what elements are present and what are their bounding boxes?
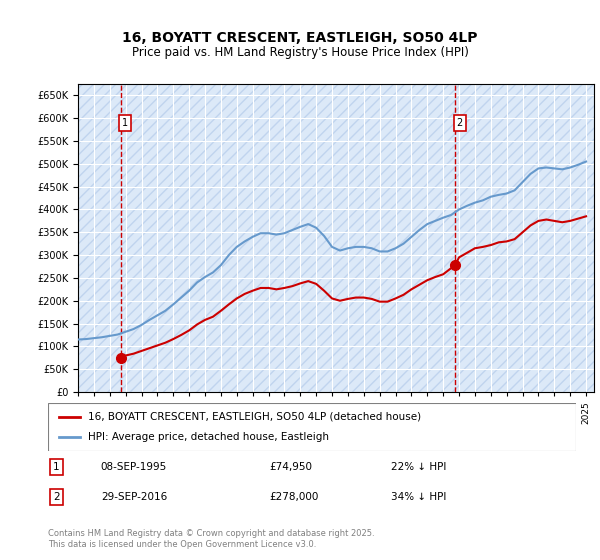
Text: 29-SEP-2016: 29-SEP-2016 [101, 492, 167, 502]
Text: 16, BOYATT CRESCENT, EASTLEIGH, SO50 4LP (detached house): 16, BOYATT CRESCENT, EASTLEIGH, SO50 4LP… [88, 412, 421, 422]
FancyBboxPatch shape [48, 403, 576, 451]
Text: 2: 2 [53, 492, 60, 502]
Text: 22% ↓ HPI: 22% ↓ HPI [391, 462, 446, 472]
Text: 08-SEP-1995: 08-SEP-1995 [101, 462, 167, 472]
Text: 16, BOYATT CRESCENT, EASTLEIGH, SO50 4LP: 16, BOYATT CRESCENT, EASTLEIGH, SO50 4LP [122, 31, 478, 45]
Text: 1: 1 [53, 462, 60, 472]
Text: £278,000: £278,000 [270, 492, 319, 502]
Text: 34% ↓ HPI: 34% ↓ HPI [391, 492, 446, 502]
Text: Contains HM Land Registry data © Crown copyright and database right 2025.
This d: Contains HM Land Registry data © Crown c… [48, 529, 374, 549]
Text: Price paid vs. HM Land Registry's House Price Index (HPI): Price paid vs. HM Land Registry's House … [131, 46, 469, 59]
Text: 1: 1 [122, 118, 128, 128]
Text: HPI: Average price, detached house, Eastleigh: HPI: Average price, detached house, East… [88, 432, 329, 442]
Text: 2: 2 [457, 118, 463, 128]
Text: £74,950: £74,950 [270, 462, 313, 472]
